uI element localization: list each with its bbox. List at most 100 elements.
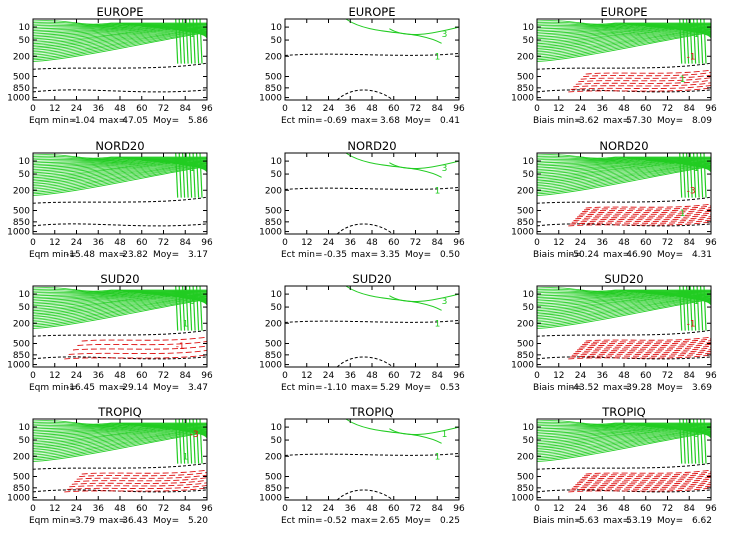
positive-contour bbox=[192, 19, 196, 64]
positive-contour bbox=[33, 20, 207, 25]
stat-moy-label: Moy= bbox=[405, 250, 431, 260]
x-tick-label: 0 bbox=[282, 371, 288, 381]
positive-contour bbox=[192, 286, 196, 331]
positive-contour bbox=[537, 154, 711, 159]
positive-contour bbox=[696, 19, 700, 64]
negative-contour bbox=[568, 354, 711, 360]
contour-lines bbox=[33, 153, 207, 227]
stat-max: 5.29 bbox=[380, 383, 400, 393]
positive-contour bbox=[33, 424, 207, 432]
positive-contour bbox=[537, 29, 711, 49]
x-tick-label: 96 bbox=[705, 238, 717, 248]
y-tick-label: 500 bbox=[517, 340, 534, 350]
positive-contour bbox=[196, 419, 200, 464]
positive-contour bbox=[537, 27, 711, 41]
positive-contour bbox=[33, 293, 207, 307]
positive-contour bbox=[537, 165, 711, 191]
x-tick-label: 24 bbox=[575, 104, 587, 114]
x-tick-label: 24 bbox=[323, 371, 335, 381]
positive-contour bbox=[686, 286, 690, 331]
positive-contour bbox=[537, 30, 711, 56]
x-tick-label: 84 bbox=[432, 371, 444, 381]
positive-contour bbox=[689, 286, 693, 331]
positive-contour bbox=[537, 424, 711, 430]
stat-label: Eqm min= bbox=[29, 116, 77, 126]
negative-contour bbox=[571, 350, 711, 356]
positive-contour bbox=[537, 31, 711, 57]
positive-contour bbox=[696, 419, 700, 464]
positive-contour bbox=[33, 429, 207, 453]
x-tick-label: 36 bbox=[597, 104, 609, 114]
positive-contour bbox=[537, 24, 711, 30]
positive-contour bbox=[33, 431, 207, 457]
positive-contour bbox=[33, 426, 207, 440]
y-tick-label: 50 bbox=[19, 36, 31, 46]
positive-contour bbox=[537, 23, 711, 27]
negative-contour bbox=[575, 480, 711, 486]
positive-contour bbox=[537, 158, 711, 166]
stat-label: Eqm min= bbox=[29, 516, 77, 526]
negative-contour bbox=[578, 476, 711, 482]
positive-contour bbox=[33, 27, 207, 41]
positive-contour bbox=[689, 153, 693, 198]
contour-label: 3 bbox=[694, 430, 700, 440]
stat-moy-label: Moy= bbox=[657, 250, 683, 260]
y-tick-label: 1000 bbox=[7, 361, 30, 371]
y-tick-label: 850 bbox=[265, 84, 282, 94]
y-tick-label: 500 bbox=[13, 207, 30, 217]
negative-contour bbox=[81, 469, 207, 475]
zero-contour bbox=[33, 329, 207, 337]
positive-contour bbox=[185, 153, 189, 198]
stat-min: -50.24 bbox=[570, 250, 599, 260]
x-tick-label: 84 bbox=[432, 238, 444, 248]
y-tick-label: 200 bbox=[265, 319, 282, 329]
positive-contour bbox=[537, 24, 711, 28]
positive-contour bbox=[537, 28, 711, 48]
stat-min: -15.48 bbox=[66, 250, 95, 260]
stat-moy-label: Moy= bbox=[153, 383, 179, 393]
positive-contour bbox=[175, 419, 179, 464]
contour-lines bbox=[537, 419, 711, 493]
stat-moy-label: Moy= bbox=[657, 116, 683, 126]
x-tick-label: 60 bbox=[388, 504, 400, 514]
panel-title: EUROPE bbox=[601, 5, 648, 19]
x-tick-label: 0 bbox=[534, 238, 540, 248]
x-tick-label: 60 bbox=[136, 371, 148, 381]
positive-contour bbox=[537, 28, 711, 46]
x-tick-label: 84 bbox=[684, 104, 696, 114]
zero-contour bbox=[33, 62, 207, 70]
y-tick-label: 200 bbox=[13, 52, 30, 62]
positive-contour bbox=[33, 164, 207, 188]
positive-contour bbox=[686, 19, 690, 64]
x-tick-label: 12 bbox=[301, 504, 312, 514]
positive-contour bbox=[33, 158, 207, 166]
x-tick-label: 60 bbox=[640, 104, 652, 114]
positive-contour bbox=[33, 154, 207, 159]
panel-title: TROPIQ bbox=[349, 405, 393, 419]
positive-contour bbox=[33, 160, 207, 172]
positive-contour bbox=[537, 298, 711, 328]
positive-contour bbox=[199, 286, 203, 331]
positive-contour bbox=[33, 291, 207, 299]
negative-contour bbox=[575, 79, 711, 85]
x-tick-label: 12 bbox=[553, 504, 564, 514]
positive-contour bbox=[537, 427, 711, 441]
contour-lines bbox=[537, 286, 711, 360]
contour-label: 1 bbox=[680, 75, 686, 85]
positive-contour bbox=[679, 286, 683, 331]
x-tick-label: 84 bbox=[684, 371, 696, 381]
y-tick-label: 10 bbox=[271, 23, 283, 33]
y-tick-label: 500 bbox=[517, 207, 534, 217]
positive-contour bbox=[33, 425, 207, 433]
y-tick-label: 1000 bbox=[511, 361, 534, 371]
positive-contour bbox=[537, 424, 711, 432]
stat-max: 39.28 bbox=[626, 383, 652, 393]
x-tick-label: 0 bbox=[30, 371, 36, 381]
positive-contour bbox=[537, 427, 711, 445]
positive-contour bbox=[33, 428, 207, 448]
positive-contour bbox=[703, 19, 707, 64]
x-tick-label: 72 bbox=[662, 104, 673, 114]
stat-max-label: max= bbox=[99, 116, 126, 126]
positive-contour bbox=[537, 160, 711, 174]
